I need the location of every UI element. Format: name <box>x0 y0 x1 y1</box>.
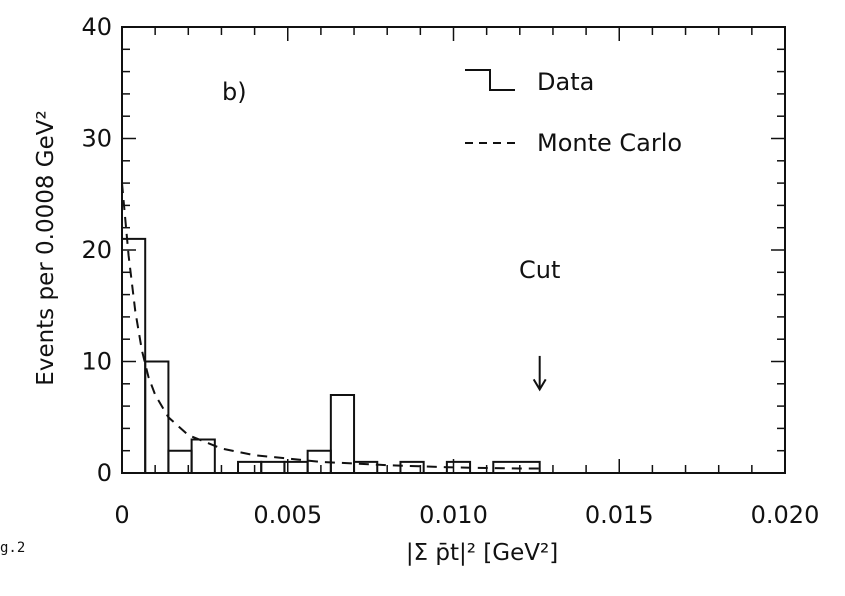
y-tick-label: 10 <box>81 348 112 376</box>
cut-arrow-head <box>532 378 547 392</box>
data-histogram-bin <box>237 460 263 473</box>
series <box>121 183 541 473</box>
data-histogram-bin <box>492 460 541 473</box>
panel-label: b) <box>222 78 247 106</box>
annotations: Cut <box>519 256 560 392</box>
x-axis-title: |Σ p̄t|² [GeV²] <box>406 540 558 566</box>
x-tick-label: 0.005 <box>253 501 322 529</box>
data-histogram-bin <box>121 237 147 473</box>
data-histogram-bin <box>399 460 425 473</box>
data-histogram-bin <box>260 460 286 473</box>
legend-data-label: Data <box>537 68 594 96</box>
axes: 0 0.005 0.010 0.015 0.020 0 10 20 30 40 <box>81 13 819 529</box>
data-histogram-bin <box>144 360 170 473</box>
x-tick-label: 0.020 <box>751 501 820 529</box>
y-tick-label: 40 <box>81 13 112 41</box>
legend: Data Monte Carlo <box>465 68 682 157</box>
data-histogram-bin <box>190 438 216 473</box>
data-histogram-bin <box>329 393 356 473</box>
data-histogram-bin <box>353 460 379 473</box>
x-tick-label: 0.010 <box>419 501 488 529</box>
legend-monte-carlo-label: Monte Carlo <box>537 129 682 157</box>
y-tick-label: 30 <box>81 125 112 153</box>
cut-label: Cut <box>519 256 560 284</box>
monte-carlo-curve <box>121 183 540 470</box>
y-axis-title: Events per 0.0008 GeV² <box>33 110 59 385</box>
y-tick-label: 20 <box>81 236 112 264</box>
legend-data-symbol <box>465 69 515 91</box>
figure-caption: g.2 <box>0 540 25 556</box>
y-tick-label: 0 <box>97 459 112 487</box>
x-tick-label: 0 <box>114 501 129 529</box>
x-tick-label: 0.015 <box>585 501 654 529</box>
